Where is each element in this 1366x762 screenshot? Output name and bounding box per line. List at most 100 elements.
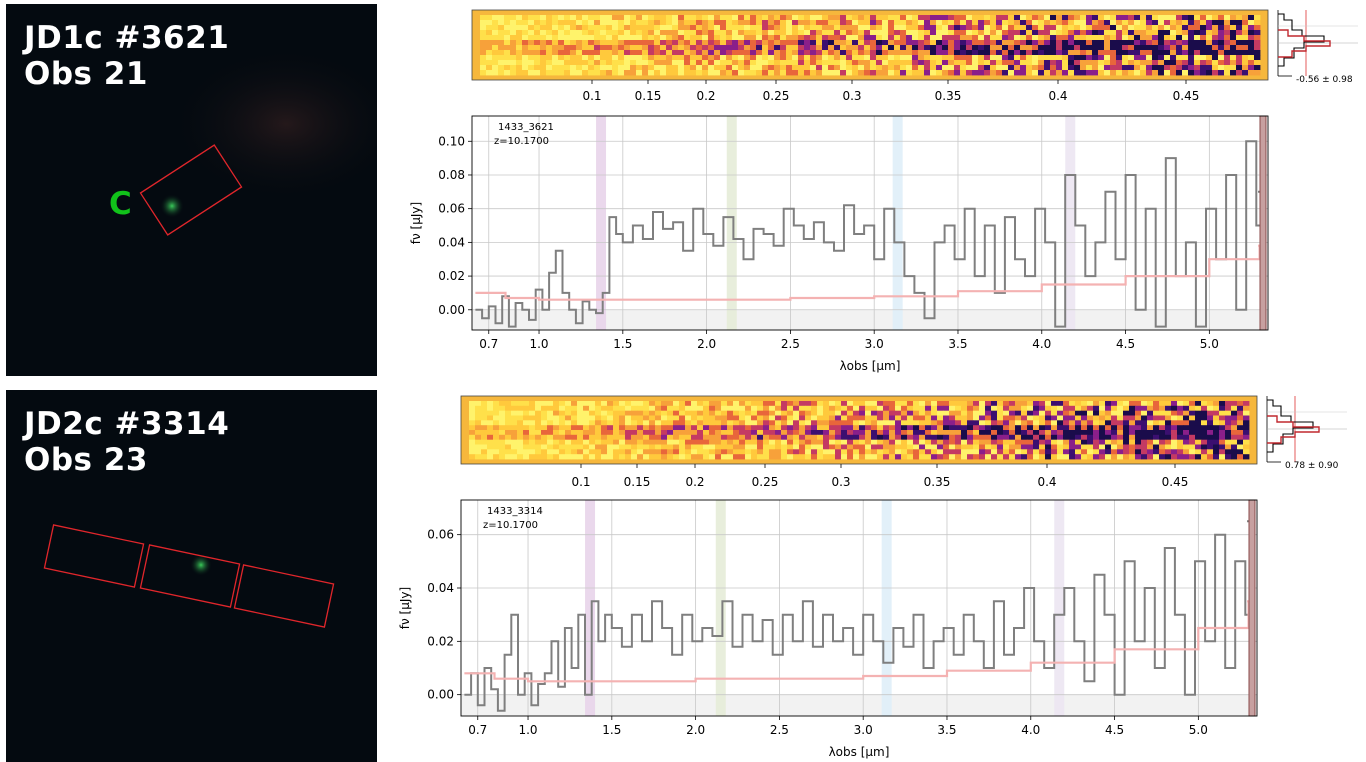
spectrum-2d-pixel	[558, 30, 565, 36]
spectrum-2d-pixel	[1044, 20, 1051, 26]
spectrum-2d-pixel	[1014, 50, 1021, 56]
spectrum-2d-pixel	[637, 434, 644, 440]
spectrum-2d-pixel	[918, 40, 925, 46]
spectrum-2d-pixel	[990, 70, 997, 76]
spectrum-2d-pixel	[840, 25, 847, 31]
spectrum-2d-pixel	[1224, 45, 1231, 51]
spectrum-2d-pixel	[1146, 50, 1153, 56]
spectrum-2d-pixel	[1062, 65, 1069, 71]
spectrum-2d-pixel	[1206, 50, 1213, 56]
spectrum-2d-pixel	[756, 45, 763, 51]
spectrum-2d-pixel	[967, 454, 974, 460]
spectrum-2d-pixel	[588, 15, 595, 21]
spectrum-2d-pixel	[607, 415, 614, 421]
spectrum-2d-pixel	[1188, 50, 1195, 56]
spectrum-2d-pixel	[936, 25, 943, 31]
spectrum-2d-pixel	[841, 415, 848, 421]
spectrum-2d-pixel	[870, 55, 877, 61]
spectrum-2d-pixel	[907, 430, 914, 436]
spectrum-2d-pixel	[960, 25, 967, 31]
spectrum-2d-pixel	[913, 444, 920, 450]
spectrum-2d-pixel	[756, 25, 763, 31]
spectrum-2d-pixel	[781, 401, 788, 407]
spectrum-2d-pixel	[1117, 454, 1124, 460]
spectrum-2d-pixel	[601, 454, 608, 460]
spectrum-2d-pixel	[504, 55, 511, 61]
spectrum-2d-pixel	[1068, 30, 1075, 36]
spectrum-2d-pixel	[630, 15, 637, 21]
spectrum-2d-pixel	[654, 40, 661, 46]
spectrum-2d-pixel	[672, 50, 679, 56]
spectrum-2d-pixel	[876, 20, 883, 26]
spectrum-2d-pixel	[649, 410, 656, 416]
spectrum-2d-pixel	[876, 70, 883, 76]
spectrum-2d-pixel	[708, 15, 715, 21]
spectrum-2d-pixel	[505, 410, 512, 416]
spectrum-2d-pixel	[661, 439, 668, 445]
spectrum-2d-pixel	[1044, 45, 1051, 51]
spectrum-2d-pixel	[1123, 405, 1130, 411]
spectrum-2d-pixel	[576, 20, 583, 26]
spectrum-2d-pixel	[792, 60, 799, 66]
spectrum-2d-pixel	[546, 35, 553, 41]
spectrum-2d-pixel	[1176, 65, 1183, 71]
spectrum-2d-pixel	[660, 65, 667, 71]
spectrum-2d-pixel	[990, 25, 997, 31]
spectrum-2d-pixel	[732, 30, 739, 36]
spectrum-2d-pixel	[955, 420, 962, 426]
spectrum-2d-pixel	[810, 15, 817, 21]
spectrum-2d-pixel	[834, 65, 841, 71]
emission-line-band	[892, 116, 903, 330]
spectrum-2d-pixel	[600, 60, 607, 66]
spectrum-2d-pixel	[936, 55, 943, 61]
spectrum-2d-pixel	[906, 35, 913, 41]
spectrum-2d-pixel	[1171, 449, 1178, 455]
spectrum-2d-pixel	[715, 410, 722, 416]
spectrum-2d-pixel	[1033, 434, 1040, 440]
spectrum-2d-pixel	[625, 410, 632, 416]
spectrum-2d-pixel	[1165, 449, 1172, 455]
spectrum-2d-pixel	[493, 434, 500, 440]
top-axis-tick-label: 0.35	[935, 89, 962, 103]
spectrum-2d-pixel	[1164, 65, 1171, 71]
spectrum-2d-pixel	[1026, 65, 1033, 71]
spectrum-2d-pixel	[798, 70, 805, 76]
spectrum-2d-pixel	[654, 45, 661, 51]
spectrum-2d-pixel	[1207, 454, 1214, 460]
spectrum-2d-pixel	[871, 430, 878, 436]
spectrum-2d-pixel	[1051, 449, 1058, 455]
spectrum-2d-pixel	[997, 454, 1004, 460]
spectrum-2d-pixel	[684, 40, 691, 46]
spectrum-2d-pixel	[1219, 434, 1226, 440]
spectrum-2d-pixel	[1248, 15, 1255, 21]
spectrum-2d-pixel	[643, 401, 650, 407]
spectrum-2d-pixel	[1152, 50, 1159, 56]
x-tick-label: 1.0	[529, 337, 548, 351]
spectrum-2d-pixel	[1057, 410, 1064, 416]
spectrum-2d-pixel	[510, 65, 517, 71]
spectrum-2d-pixel	[828, 20, 835, 26]
spectrum-2d-pixel	[1093, 454, 1100, 460]
spectrum-2d-pixel	[924, 35, 931, 41]
spectrum-2d-pixel	[996, 65, 1003, 71]
spectrum-2d-pixel	[883, 449, 890, 455]
spectrum-2d-pixel	[948, 30, 955, 36]
spectrum-2d-pixel	[541, 454, 548, 460]
spectrum-2d-pixel	[972, 55, 979, 61]
spectrum-2d-pixel	[1177, 401, 1184, 407]
spectrum-2d-pixel	[744, 50, 751, 56]
spectrum-2d-pixel	[835, 454, 842, 460]
spectrum-2d-pixel	[996, 30, 1003, 36]
spectrum-2d-pixel	[757, 430, 764, 436]
spectrum-2d-pixel	[1027, 405, 1034, 411]
spectrum-2d-pixel	[637, 449, 644, 455]
spectrum-2d-pixel	[648, 30, 655, 36]
spectrum-2d-pixel	[727, 430, 734, 436]
spectrum-2d-pixel	[558, 65, 565, 71]
spectrum-2d-pixel	[1183, 434, 1190, 440]
spectrum-2d-pixel	[840, 30, 847, 36]
spectrum-2d-pixel	[1200, 40, 1207, 46]
top-axis-tick-label: 0.4	[1048, 89, 1067, 103]
spectrum-2d-pixel	[925, 415, 932, 421]
spectrum-2d-pixel	[1213, 430, 1220, 436]
